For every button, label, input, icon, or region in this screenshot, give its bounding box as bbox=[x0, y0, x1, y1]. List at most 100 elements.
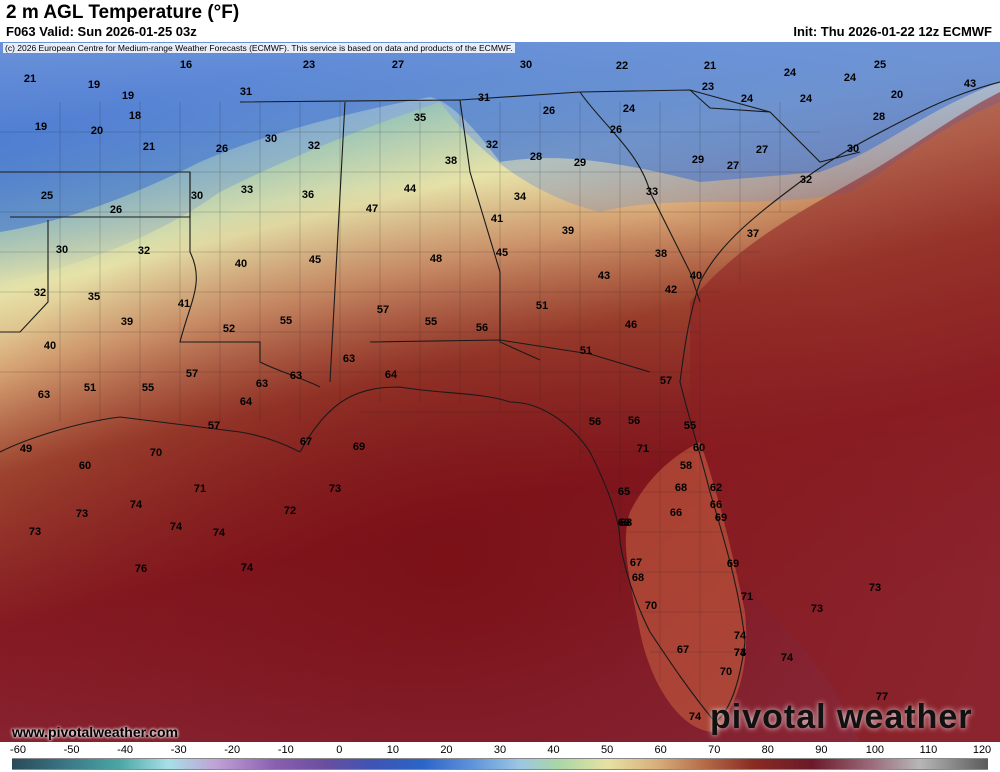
temperature-value-label: 26 bbox=[109, 204, 123, 216]
temperature-value-label: 70 bbox=[719, 666, 733, 678]
colorbar-tick-label: 100 bbox=[865, 744, 885, 756]
temperature-value-label: 74 bbox=[212, 527, 226, 539]
temperature-value-label: 43 bbox=[963, 78, 977, 90]
colorbar-tick-label: 40 bbox=[547, 744, 560, 756]
temperature-value-label: 64 bbox=[239, 396, 253, 408]
temperature-value-label: 27 bbox=[726, 160, 740, 172]
temperature-value-label: 24 bbox=[740, 93, 754, 105]
temperature-value-label: 34 bbox=[513, 191, 527, 203]
temperature-value-label: 66 bbox=[669, 507, 683, 519]
temperature-value-label: 30 bbox=[264, 133, 278, 145]
temperature-value-label: 32 bbox=[799, 174, 813, 186]
temperature-value-label: 73 bbox=[328, 483, 342, 495]
temperature-value-label: 22 bbox=[615, 60, 629, 72]
temperature-value-label: 68 bbox=[674, 482, 688, 494]
temperature-value-label: 26 bbox=[542, 105, 556, 117]
temperature-value-label: 32 bbox=[307, 140, 321, 152]
temperature-value-label: 23 bbox=[302, 59, 316, 71]
temperature-value-label: 30 bbox=[519, 59, 533, 71]
header: 2 m AGL Temperature (°F) F063 Valid: Sun… bbox=[0, 0, 1000, 42]
temperature-value-label: 26 bbox=[215, 143, 229, 155]
temperature-value-label: 51 bbox=[579, 345, 593, 357]
temperature-value-label: 77 bbox=[875, 691, 889, 703]
colorbar-tick-label: 20 bbox=[440, 744, 453, 756]
temperature-value-label: 76 bbox=[134, 563, 148, 575]
website-link[interactable]: www.pivotalweather.com bbox=[12, 724, 178, 740]
temperature-value-label: 44 bbox=[403, 183, 417, 195]
temperature-value-label: 57 bbox=[185, 368, 199, 380]
temperature-value-label: 20 bbox=[90, 125, 104, 137]
colorbar-tick-label: -10 bbox=[277, 744, 294, 756]
temperature-value-label: 24 bbox=[622, 103, 636, 115]
temperature-value-label: 71 bbox=[740, 591, 754, 603]
temperature-value-label: 32 bbox=[137, 245, 151, 257]
temperature-value-label: 55 bbox=[424, 316, 438, 328]
temperature-value-label: 70 bbox=[644, 600, 658, 612]
temperature-value-label: 46 bbox=[624, 319, 638, 331]
temperature-value-label: 67 bbox=[676, 644, 690, 656]
temperature-value-label: 69 bbox=[726, 558, 740, 570]
colorbar-tick-label: 50 bbox=[600, 744, 614, 756]
temperature-value-label: 45 bbox=[308, 254, 322, 266]
temperature-value-label: 56 bbox=[475, 322, 489, 334]
temperature-value-label: 24 bbox=[799, 93, 813, 105]
temperature-value-label: 69 bbox=[617, 517, 631, 529]
temperature-value-label: 47 bbox=[365, 203, 379, 215]
temperature-value-label: 39 bbox=[120, 316, 134, 328]
temperature-value-label: 74 bbox=[169, 521, 183, 533]
temperature-value-label: 51 bbox=[535, 300, 549, 312]
temperature-value-label: 70 bbox=[149, 447, 163, 459]
temperature-value-label: 52 bbox=[222, 323, 236, 335]
temperature-value-label: 71 bbox=[636, 443, 650, 455]
temperature-value-label: 57 bbox=[659, 375, 673, 387]
temperature-value-label: 67 bbox=[629, 557, 643, 569]
temperature-value-label: 58 bbox=[679, 460, 693, 472]
temperature-value-label: 27 bbox=[755, 144, 769, 156]
temperature-value-label: 55 bbox=[683, 420, 697, 432]
temperature-value-label: 33 bbox=[240, 184, 254, 196]
map-canvas bbox=[0, 42, 1000, 742]
temperature-value-label: 62 bbox=[709, 482, 723, 494]
temperature-value-label: 38 bbox=[654, 248, 668, 260]
temperature-value-label: 40 bbox=[43, 340, 57, 352]
temperature-value-label: 26 bbox=[609, 124, 623, 136]
colorbar-tick-label: -20 bbox=[224, 744, 241, 756]
colorbar-tick-label: -30 bbox=[170, 744, 187, 756]
colorbar-tick-label: 70 bbox=[708, 744, 721, 756]
temperature-value-label: 73 bbox=[733, 647, 747, 659]
temperature-value-label: 41 bbox=[490, 213, 504, 225]
temperature-value-label: 48 bbox=[429, 253, 443, 265]
temperature-value-label: 63 bbox=[255, 378, 269, 390]
temperature-value-label: 37 bbox=[746, 228, 760, 240]
temperature-value-label: 65 bbox=[617, 486, 631, 498]
temperature-value-label: 27 bbox=[391, 59, 405, 71]
copyright-notice: (c) 2026 European Centre for Medium-rang… bbox=[3, 43, 515, 53]
colorbar-tick-label: 60 bbox=[654, 744, 667, 756]
temperature-value-label: 43 bbox=[597, 270, 611, 282]
colorbar-tick-label: 30 bbox=[493, 744, 507, 756]
temperature-value-label: 28 bbox=[529, 151, 543, 163]
temperature-value-label: 25 bbox=[873, 59, 887, 71]
temperature-value-label: 74 bbox=[780, 652, 794, 664]
temperature-value-label: 23 bbox=[701, 81, 715, 93]
temperature-value-label: 28 bbox=[872, 111, 886, 123]
temperature-value-label: 57 bbox=[207, 420, 221, 432]
colorbar-tick-label: 0 bbox=[336, 744, 343, 756]
temperature-value-label: 74 bbox=[733, 630, 747, 642]
temperature-value-label: 35 bbox=[87, 291, 101, 303]
temperature-value-label: 25 bbox=[40, 190, 54, 202]
temperature-value-label: 24 bbox=[783, 67, 797, 79]
temperature-value-label: 51 bbox=[83, 382, 97, 394]
temperature-value-label: 56 bbox=[627, 415, 641, 427]
colorbar-tick-label: -60 bbox=[10, 744, 26, 756]
temperature-value-label: 21 bbox=[23, 73, 37, 85]
colorbar-tick-label: 110 bbox=[919, 744, 938, 756]
brand-logo: pivotal weather bbox=[710, 698, 973, 736]
temperature-value-label: 74 bbox=[129, 499, 143, 511]
temperature-map[interactable]: (c) 2026 European Centre for Medium-rang… bbox=[0, 42, 1000, 742]
temperature-value-label: 21 bbox=[142, 141, 156, 153]
temperature-value-label: 72 bbox=[283, 505, 297, 517]
colorbar-tick-label: -40 bbox=[117, 744, 134, 756]
colorbar-tick-label: 80 bbox=[761, 744, 774, 756]
temperature-value-label: 19 bbox=[87, 79, 101, 91]
